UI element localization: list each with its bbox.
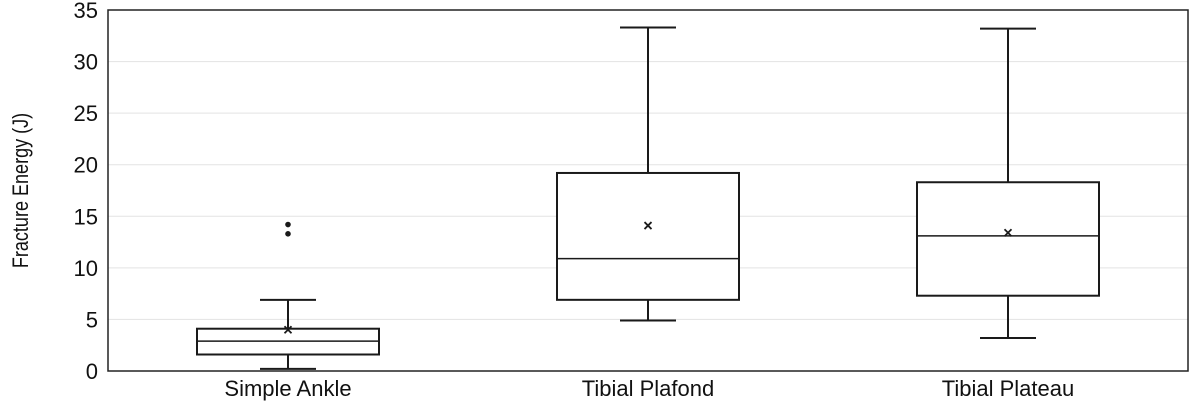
outlier-point: [285, 221, 291, 228]
mean-marker: [1003, 228, 1013, 237]
mean-marker: [283, 325, 293, 334]
boxes: [196, 26, 1100, 370]
y-tick-label: 35: [74, 0, 98, 23]
y-tick-label: 10: [74, 256, 98, 281]
y-tick-label: 0: [86, 359, 98, 384]
y-tick-label: 30: [74, 50, 98, 75]
y-tick-label: 20: [74, 153, 98, 178]
x-axis-categories: Simple Ankle Tibial Plafond Tibial Plateau: [224, 376, 1074, 401]
x-category-label: Tibial Plateau: [942, 376, 1074, 401]
box-simple-ankle: [196, 221, 380, 370]
y-tick-label: 5: [86, 307, 98, 332]
y-axis-ticks: 0 5 10 15 20 25 30 35: [74, 0, 98, 384]
iqr-box: [556, 171, 740, 301]
y-tick-label: 15: [74, 204, 98, 229]
x-category-label: Tibial Plafond: [582, 376, 714, 401]
x-category-label: Simple Ankle: [224, 376, 351, 401]
mean-marker: [643, 221, 653, 230]
y-tick-label: 25: [74, 101, 98, 126]
iqr-box: [916, 181, 1100, 297]
y-axis-title: Fracture Energy (J): [9, 113, 33, 268]
outlier-point: [285, 231, 291, 237]
box-tibial-plafond: [556, 26, 740, 322]
box-tibial-plateau: [916, 27, 1100, 339]
plot-frame: [107, 9, 1189, 372]
